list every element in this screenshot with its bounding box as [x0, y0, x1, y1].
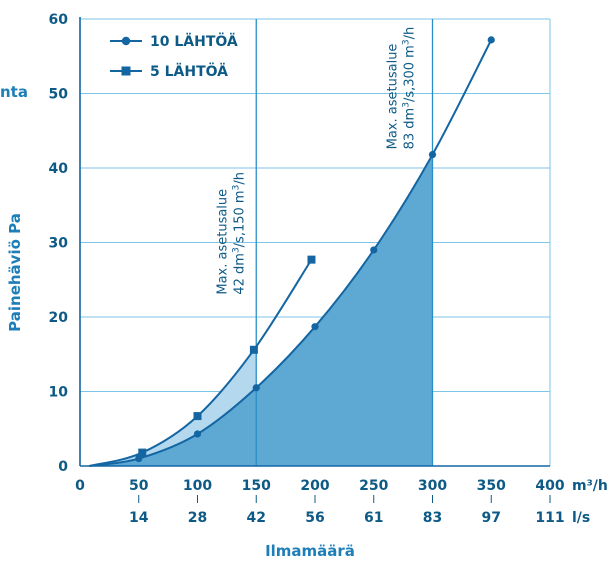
y-tick-label: 50 — [49, 87, 69, 103]
limit-annotation-0: Max. asetusalue 42 dm3/s,150 m3/h — [215, 172, 247, 295]
data-point — [370, 246, 378, 254]
x-tick-label: 200 — [300, 478, 329, 494]
legend-label: 10 LÄHTÖÄ — [150, 32, 238, 50]
data-point — [138, 448, 147, 457]
legend: 10 LÄHTÖÄ 5 LÄHTÖÄ — [110, 32, 238, 80]
legend-label: 5 LÄHTÖÄ — [150, 62, 228, 80]
ls-tick-label: 28 — [188, 510, 207, 526]
ls-tick-label: 97 — [482, 510, 501, 526]
limit-lines — [255, 19, 434, 466]
data-point — [307, 255, 316, 264]
ls-tick-label: 56 — [305, 510, 324, 526]
ls-tick-label: 42 — [247, 510, 266, 526]
x-tick-label: 0 — [75, 478, 85, 494]
legend-circle-marker — [121, 36, 131, 46]
y-tick-label: 20 — [49, 310, 69, 326]
data-point — [193, 430, 202, 438]
data-point — [135, 454, 143, 463]
x-tick-labels: 0 50 100 150 200 250 300 350 400 — [75, 478, 565, 503]
legend-square-marker — [121, 66, 131, 76]
series-line-1 — [89, 259, 313, 467]
ls-unit-label: l/s — [572, 510, 590, 526]
x-axis-title: Ilmamäärä — [265, 542, 355, 560]
limit-annotation-1: Max. asetusalue 83 dm3/s,300 m3/h — [386, 27, 418, 150]
fill-area-10 — [89, 154, 433, 466]
y-tick-labels: 0 10 20 30 40 50 60 — [49, 12, 69, 475]
y-axis-title: Painehäviö Pa — [6, 213, 24, 332]
x-tick-label: 150 — [242, 478, 271, 494]
x-tick-label: 250 — [359, 478, 388, 494]
filled-areas — [89, 154, 433, 466]
x-tick-label: 400 — [535, 478, 564, 494]
annotation-line2: 42 dm3/s,150 m3/h — [231, 172, 247, 295]
x-unit-label: m³/h — [572, 478, 608, 494]
data-point — [487, 36, 495, 44]
y-tick-label: 30 — [49, 236, 69, 252]
data-point — [428, 150, 437, 159]
x-tick-label: 100 — [183, 478, 212, 494]
x-tick-label: 350 — [477, 478, 506, 494]
y-tick-label: 0 — [58, 459, 68, 475]
data-point — [311, 323, 319, 331]
x-tick-label: 300 — [418, 478, 447, 494]
fill-area-10-overlay — [89, 387, 257, 466]
ls-tick-labels: 14 28 42 56 61 83 97 111 — [129, 510, 565, 526]
data-point — [252, 384, 260, 392]
annotation-line1: Max. asetusalue — [215, 189, 230, 295]
annotation-line2: 83 dm3/s,300 m3/h — [402, 27, 418, 150]
annotation-line1: Max. asetusalue — [386, 44, 401, 150]
data-point — [249, 345, 258, 354]
y-tick-label: 10 — [49, 385, 69, 401]
y-axis-title-cut: nta — [0, 83, 28, 101]
ls-tick-label: 111 — [535, 510, 564, 526]
y-tick-label: 60 — [49, 12, 69, 28]
data-point — [193, 412, 202, 421]
x-tick-label: 50 — [129, 478, 149, 494]
ls-tick-label: 83 — [423, 510, 442, 526]
axes — [79, 17, 550, 467]
grid — [80, 18, 551, 466]
ls-tick-label: 14 — [129, 510, 149, 526]
ls-tick-label: 61 — [364, 510, 383, 526]
y-tick-label: 40 — [49, 161, 69, 177]
series — [89, 36, 495, 467]
